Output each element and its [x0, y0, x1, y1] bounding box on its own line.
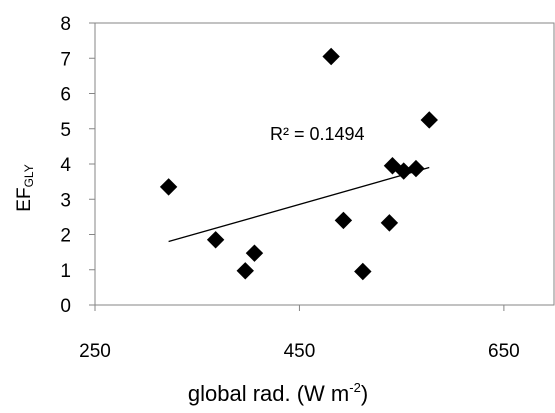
- data-point: [159, 178, 178, 196]
- y-tick-label: 2: [60, 226, 71, 247]
- data-point: [334, 211, 353, 230]
- data-point: [380, 214, 399, 232]
- y-axis-label-subscript: GLY: [22, 164, 36, 187]
- y-axis-ticks: 0 1 2 3 4 5 6 7 8: [60, 14, 95, 317]
- y-tick-label: 6: [60, 85, 71, 106]
- y-tick-label: 7: [60, 49, 71, 70]
- y-axis-label: EFGLY: [14, 164, 36, 211]
- data-point: [322, 47, 340, 66]
- x-tick-label: 650: [488, 341, 520, 362]
- data-point: [407, 159, 425, 178]
- y-tick-label: 5: [60, 120, 71, 141]
- y-tick-label: 8: [60, 14, 71, 35]
- x-axis-ticks: 250 450 650: [79, 305, 520, 362]
- data-point: [420, 111, 438, 129]
- x-axis-label-main: global rad. (W m: [188, 381, 349, 406]
- y-tick-label: 0: [60, 296, 71, 317]
- data-point: [236, 262, 254, 280]
- x-tick-label: 250: [79, 341, 111, 362]
- y-tick-label: 3: [60, 190, 71, 211]
- trendline: [168, 166, 430, 243]
- y-tick-label: 4: [60, 155, 71, 176]
- y-axis-label-main: EF: [14, 187, 35, 211]
- x-axis-label-superscript: -2: [349, 380, 361, 395]
- plot-area: [94, 22, 555, 306]
- x-axis-label-tail: ): [361, 381, 368, 406]
- data-points: [159, 47, 438, 281]
- x-tick-label: 450: [284, 341, 316, 362]
- r-squared-annotation: R² = 0.1494: [270, 124, 365, 144]
- x-axis-label: global rad. (W m-2): [188, 380, 368, 406]
- trendline-group: [168, 166, 430, 243]
- data-point: [354, 262, 372, 281]
- data-point: [206, 231, 225, 249]
- data-point: [245, 244, 264, 262]
- y-tick-label: 1: [60, 261, 71, 282]
- plot-border: [94, 22, 555, 306]
